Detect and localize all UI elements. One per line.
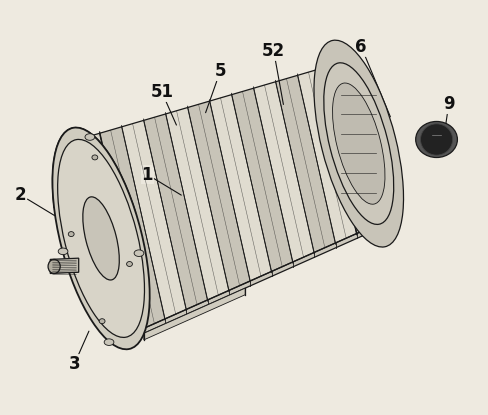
Ellipse shape <box>52 127 149 349</box>
Text: 2: 2 <box>15 186 55 216</box>
Polygon shape <box>79 63 376 337</box>
Ellipse shape <box>134 250 143 256</box>
Ellipse shape <box>313 40 403 247</box>
Ellipse shape <box>126 261 132 266</box>
Ellipse shape <box>58 139 144 337</box>
Ellipse shape <box>85 134 95 140</box>
Polygon shape <box>123 225 376 342</box>
Polygon shape <box>209 95 271 281</box>
Text: 51: 51 <box>150 83 176 125</box>
Text: 1: 1 <box>141 166 181 195</box>
Ellipse shape <box>82 197 119 280</box>
Polygon shape <box>122 120 186 319</box>
Ellipse shape <box>58 248 68 255</box>
Polygon shape <box>187 101 250 290</box>
Polygon shape <box>231 88 292 271</box>
Polygon shape <box>275 76 335 252</box>
Polygon shape <box>143 114 207 310</box>
Ellipse shape <box>92 155 98 160</box>
Polygon shape <box>143 288 244 340</box>
Ellipse shape <box>415 122 456 158</box>
Polygon shape <box>50 258 79 273</box>
Text: 52: 52 <box>262 42 285 105</box>
Polygon shape <box>297 69 356 243</box>
Ellipse shape <box>332 83 384 204</box>
Text: 9: 9 <box>442 95 454 137</box>
Text: 5: 5 <box>205 63 225 113</box>
Ellipse shape <box>323 63 393 225</box>
Text: 6: 6 <box>355 38 389 117</box>
Ellipse shape <box>104 339 114 345</box>
Polygon shape <box>165 107 228 300</box>
Ellipse shape <box>99 319 105 324</box>
Polygon shape <box>253 82 314 262</box>
Polygon shape <box>100 127 165 328</box>
Ellipse shape <box>68 232 74 237</box>
Ellipse shape <box>420 124 452 155</box>
Text: 3: 3 <box>68 331 89 373</box>
Ellipse shape <box>48 259 60 273</box>
